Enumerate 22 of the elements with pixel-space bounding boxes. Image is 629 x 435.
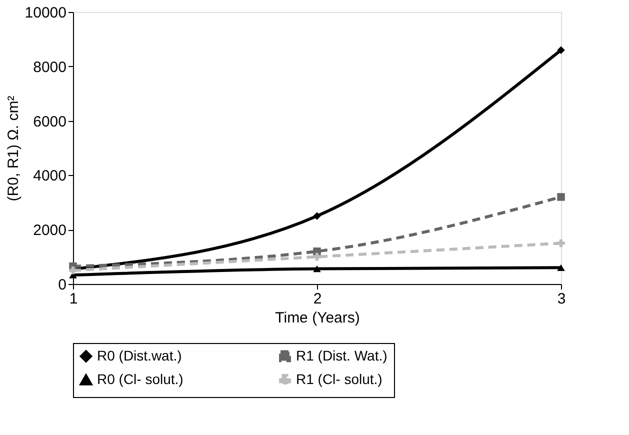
point [557,46,565,54]
point [557,239,565,248]
x-tick-label: 1 [69,290,78,308]
point [313,252,321,261]
point [313,265,321,272]
y-tick-label: 10000 [24,4,66,22]
legend-label: R0 (Dist.wat.) [97,347,182,364]
x-tick-label: 3 [557,290,566,308]
y-tick-label: 8000 [33,58,66,76]
point [313,212,321,220]
point [557,193,565,201]
y-tick-label: 6000 [33,113,66,130]
x-tick-label: 2 [313,290,322,308]
point [557,264,565,272]
y-axis-title: (R0, R1) Ω. cm² [4,96,22,202]
legend-label: R0 (Cl- solut.) [97,371,184,387]
x-axis-title: Time (Years) [275,310,360,326]
y-tick-label: 2000 [33,222,66,240]
y-tick-label: 0 [58,276,66,294]
legend-label: R1 (Dist. Wat.) [296,347,388,364]
legend-label: R1 (Cl- solut.) [296,371,382,387]
y-tick-label: 4000 [33,168,66,185]
